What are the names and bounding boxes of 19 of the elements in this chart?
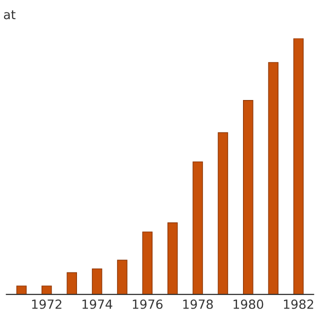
bar	[142, 232, 153, 294]
bar	[117, 260, 128, 294]
x-tick-label: 1982	[284, 299, 314, 309]
x-tick-label: 1972	[32, 299, 62, 309]
chart-title: at	[4, 10, 16, 20]
bar	[42, 286, 52, 294]
bar	[16, 286, 27, 294]
bar	[192, 161, 203, 294]
x-tick-label: 1974	[82, 299, 112, 309]
bar	[66, 272, 78, 294]
bar	[92, 268, 102, 294]
x-tick-label: 1980	[234, 299, 264, 309]
bar	[218, 132, 228, 294]
bar	[167, 222, 178, 294]
x-tick-label: 1976	[132, 299, 163, 309]
bar	[242, 100, 254, 294]
bar	[268, 62, 278, 294]
x-tick-label: 1978	[183, 299, 213, 309]
bar	[293, 38, 304, 294]
